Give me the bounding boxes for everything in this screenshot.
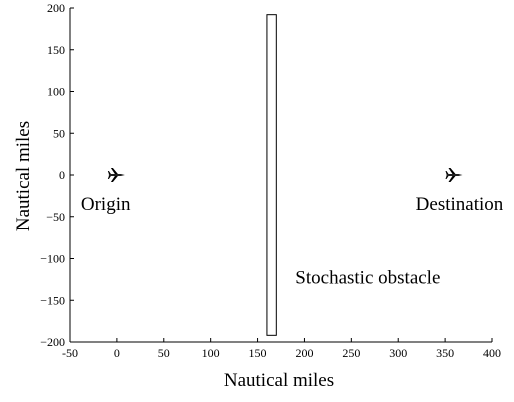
x-ticks: -50 0 50 100 150 200 250 300 350 400: [62, 338, 501, 360]
x-tick-label: 0: [114, 346, 120, 360]
x-tick-label: -50: [62, 346, 78, 360]
y-tick-label: −150: [40, 293, 65, 307]
y-tick-label: 200: [47, 1, 65, 15]
airplane-icon: [107, 168, 125, 182]
stochastic-obstacle-rect: [266, 14, 277, 336]
obstacle-label: Stochastic obstacle: [295, 268, 440, 289]
y-tick-label: 100: [47, 85, 65, 99]
x-tick-label: 350: [436, 346, 454, 360]
y-tick-label: −200: [40, 335, 65, 349]
y-tick-label: 50: [53, 126, 65, 140]
y-tick-label: 0: [59, 168, 65, 182]
x-tick-label: 400: [483, 346, 501, 360]
x-tick-label: 150: [249, 346, 267, 360]
x-axis-title: Nautical miles: [224, 370, 334, 391]
y-axis-title: Nautical miles: [13, 121, 34, 231]
plot-area: [69, 8, 492, 343]
point-label: Origin: [81, 194, 131, 215]
y-tick-label: −100: [40, 252, 65, 266]
x-tick-label: 300: [389, 346, 407, 360]
y-tick-label: 150: [47, 43, 65, 57]
airplane-icon: [445, 168, 463, 182]
point-label: Destination: [416, 194, 504, 215]
x-tick-label: 100: [202, 346, 220, 360]
x-tick-label: 250: [342, 346, 360, 360]
y-tick-label: −50: [46, 210, 65, 224]
x-tick-label: 50: [158, 346, 170, 360]
points: Origin Destination: [81, 168, 504, 215]
y-ticks: 200 150 100 50 0 −50 −100 −150 −200: [40, 1, 74, 349]
x-tick-label: 200: [295, 346, 313, 360]
